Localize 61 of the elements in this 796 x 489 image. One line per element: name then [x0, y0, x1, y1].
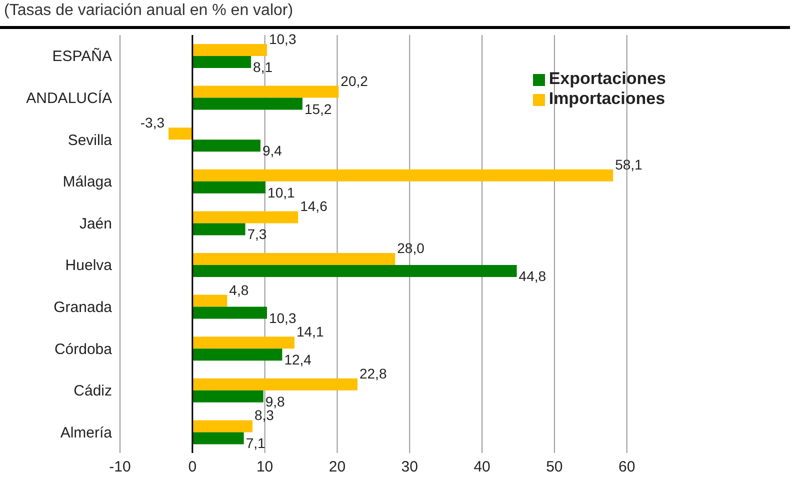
data-label: 44,8: [518, 268, 546, 284]
bar: [192, 86, 339, 98]
bar: [192, 306, 267, 319]
y-tick-label: Málaga: [62, 174, 113, 191]
data-label: 14,6: [300, 198, 328, 214]
x-tick-label: 30: [401, 458, 418, 476]
bar: [192, 44, 267, 56]
data-label: -3,3: [140, 114, 165, 131]
bar: [192, 140, 260, 152]
bar: [192, 98, 302, 110]
x-tick-label: -10: [109, 458, 131, 476]
bar: [192, 336, 294, 349]
y-tick-label: Cádiz: [74, 382, 112, 400]
data-label: 15,2: [304, 100, 332, 117]
y-tick-label: Huelva: [65, 257, 113, 274]
data-label: 12,4: [284, 352, 312, 368]
y-tick-label: ANDALUCÍA: [26, 89, 112, 108]
bar: [192, 390, 264, 402]
x-tick-label: 20: [328, 458, 346, 476]
y-tick-label: Jaén: [79, 215, 112, 232]
y-tick-label: Granada: [54, 299, 113, 316]
y-tick-label: Almería: [60, 424, 113, 442]
data-label: 8,1: [253, 59, 273, 75]
data-label: 10,3: [268, 31, 296, 47]
x-tick-label: 60: [618, 458, 636, 476]
bar: [192, 223, 246, 236]
bar: [192, 56, 252, 68]
data-label: 10,3: [268, 310, 296, 326]
y-tick-label: Córdoba: [54, 340, 113, 358]
data-label: 4,8: [229, 282, 249, 298]
bar: [192, 420, 253, 432]
bar: [192, 181, 266, 194]
data-label: 14,1: [296, 324, 324, 340]
bar: [192, 432, 244, 444]
data-label: 20,2: [340, 72, 368, 89]
data-label: 10,1: [268, 184, 295, 200]
x-tick-label: 40: [474, 458, 490, 476]
bar: [192, 169, 614, 182]
bar: [192, 253, 396, 265]
bar: [168, 128, 192, 140]
legend-label: Importaciones: [548, 89, 666, 108]
data-label: 7,1: [246, 435, 266, 452]
x-tick-label: 50: [546, 458, 563, 476]
bar: [192, 348, 282, 361]
bar: [192, 378, 358, 390]
x-tick-label: 10: [256, 458, 274, 476]
x-tick-label: 0: [188, 458, 197, 476]
y-tick-label: Sevilla: [68, 132, 113, 149]
data-label: 7,3: [247, 226, 267, 242]
bar: [192, 265, 517, 277]
data-label: 28,0: [397, 240, 425, 256]
bar: [192, 211, 298, 224]
chart-title: (Tasas de variación anual en % en valor): [3, 1, 294, 21]
data-label: 58,1: [615, 156, 643, 172]
data-label: 9,4: [262, 142, 282, 159]
legend-label: Exportaciones: [548, 69, 666, 88]
bar: [192, 294, 228, 307]
data-label: 9,8: [265, 393, 286, 410]
data-label: 22,8: [359, 365, 387, 382]
data-label: 8,3: [254, 407, 274, 424]
y-tick-label: ESPAÑA: [52, 47, 112, 66]
